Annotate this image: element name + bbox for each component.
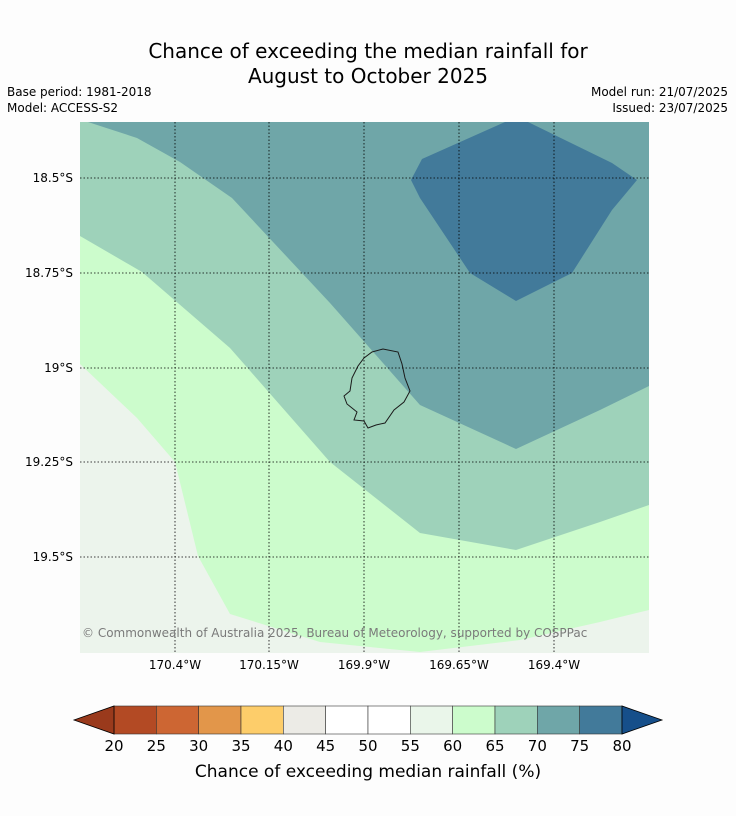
lon-label: 169.9°W xyxy=(338,658,390,672)
colorbar-box xyxy=(410,705,453,735)
colorbar-label: Chance of exceeding median rainfall (%) xyxy=(194,762,542,782)
colorbar-tick-label: 65 xyxy=(485,737,504,755)
colorbar-tick-label: 40 xyxy=(274,737,293,755)
colorbar-box xyxy=(494,705,538,735)
issued-date: Issued: 23/07/2025 xyxy=(612,101,728,115)
colorbar-box xyxy=(240,705,284,735)
lat-label: 19.5°S xyxy=(33,550,73,564)
copyright-notice: © Commonwealth of Australia 2025, Bureau… xyxy=(82,626,587,640)
lat-label: 19°S xyxy=(44,361,73,375)
colorbar-tick-label: 45 xyxy=(316,737,335,755)
lon-label: 170.4°W xyxy=(149,658,201,672)
colorbar-tick-label: 35 xyxy=(231,737,250,755)
model-name: Model: ACCESS-S2 xyxy=(7,101,119,115)
colorbar-tick-label: 20 xyxy=(104,737,123,755)
lat-label: 19.25°S xyxy=(25,455,73,469)
colorbar-tick-label: 70 xyxy=(528,737,547,755)
colorbar-tick-label: 30 xyxy=(189,737,208,755)
colorbar-box xyxy=(283,705,326,735)
colorbar-tick-label: 60 xyxy=(443,737,462,755)
colorbar-box xyxy=(452,705,496,735)
lon-label: 170.15°W xyxy=(239,658,299,672)
lon-label: 169.4°W xyxy=(528,658,580,672)
map-title-line2: August to October 2025 xyxy=(247,64,489,88)
colorbar-under-arrow xyxy=(72,705,115,735)
zone-75-80 xyxy=(411,122,637,301)
model-run: Model run: 21/07/2025 xyxy=(590,85,728,99)
colorbar-box xyxy=(156,705,199,735)
colorbar-boxes xyxy=(113,705,623,735)
graticule xyxy=(80,122,649,653)
base-period: Base period: 1981-2018 xyxy=(7,85,152,99)
colorbar-box xyxy=(198,705,242,735)
colorbar-tick-label: 25 xyxy=(147,737,166,755)
colorbar-box xyxy=(325,705,369,735)
lat-label: 18.75°S xyxy=(25,266,73,280)
colorbar-tick-label: 80 xyxy=(612,737,631,755)
colorbar-box xyxy=(367,705,411,735)
lon-label: 169.65°W xyxy=(429,658,489,672)
map-title-line1: Chance of exceeding the median rainfall … xyxy=(148,39,588,63)
rainfall-map: 18.5°S 18.75°S 19°S 19.25°S 19.5°S 170.4… xyxy=(25,122,649,672)
colorbar-tick-label: 50 xyxy=(358,737,377,755)
colorbar-tick-label: 75 xyxy=(570,737,589,755)
island-coastline xyxy=(343,348,411,429)
colorbar-tick-label: 55 xyxy=(401,737,420,755)
colorbar-over-arrow xyxy=(621,705,664,735)
colorbar: 20 25 30 35 40 45 50 55 60 65 70 75 80 xyxy=(72,705,664,755)
colorbar-ticks: 20 25 30 35 40 45 50 55 60 65 70 75 80 xyxy=(104,737,631,755)
colorbar-box xyxy=(537,705,580,735)
colorbar-box xyxy=(579,705,623,735)
lat-label: 18.5°S xyxy=(33,171,73,185)
colorbar-box xyxy=(113,705,157,735)
